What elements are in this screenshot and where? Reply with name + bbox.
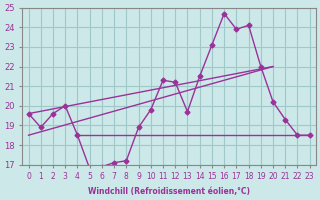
X-axis label: Windchill (Refroidissement éolien,°C): Windchill (Refroidissement éolien,°C) xyxy=(88,187,250,196)
